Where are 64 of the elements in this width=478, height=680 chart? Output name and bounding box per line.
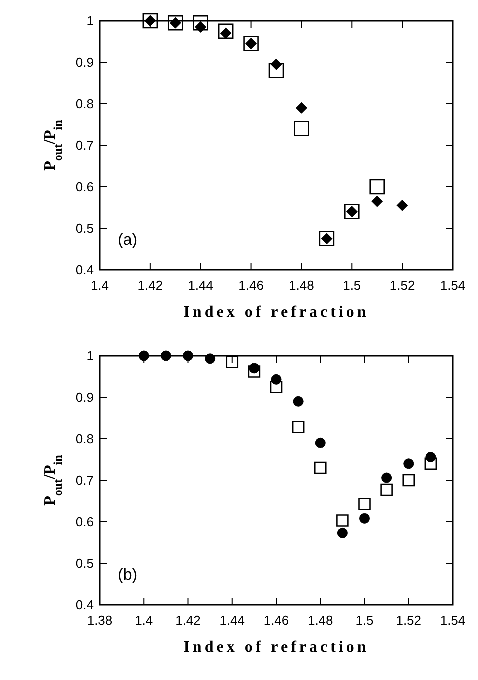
x-tick-label: 1.54 — [440, 613, 466, 628]
point — [315, 438, 326, 448]
point — [248, 366, 261, 378]
point — [372, 196, 384, 208]
x-axis-title: Index of refraction — [184, 639, 370, 656]
x-tick-label: 1.4 — [90, 278, 110, 293]
x-tick-label: 1.46 — [238, 278, 264, 293]
x-tick-label: 1.4 — [135, 613, 154, 628]
x-tick-label: 1.44 — [220, 613, 246, 628]
point — [218, 24, 234, 40]
point — [270, 58, 282, 70]
x-tick-label: 1.5 — [356, 613, 374, 628]
y-tick-label: 0.5 — [76, 221, 94, 236]
x-tick-label: 1.48 — [308, 613, 334, 628]
point — [226, 356, 239, 368]
x-axis-title: Index of refraction — [184, 304, 370, 321]
point — [138, 350, 150, 362]
point — [205, 354, 216, 364]
point — [296, 102, 308, 114]
point — [358, 498, 371, 510]
x-tick-label: 1.42 — [138, 278, 164, 293]
y-tick-label: 0.6 — [76, 514, 94, 530]
point — [360, 513, 370, 524]
point — [337, 528, 348, 538]
y-tick-label: 0.5 — [76, 556, 94, 571]
x-tick-label: 1.5 — [343, 278, 362, 293]
point — [268, 63, 284, 78]
point — [396, 200, 408, 212]
x-tick-label: 1.52 — [396, 613, 422, 628]
y-tick-label: 0.6 — [76, 180, 94, 194]
y-tick-label: 0.9 — [76, 390, 94, 405]
point — [336, 514, 349, 527]
y-tick-label: 0.8 — [76, 432, 94, 446]
point — [404, 458, 414, 470]
point — [370, 179, 386, 195]
y-tick-label: 0.7 — [76, 138, 94, 153]
y-tick-label: 1 — [86, 14, 94, 28]
x-tick-label: 1.38 — [87, 613, 113, 628]
point — [382, 472, 392, 484]
point — [293, 396, 304, 407]
x-tick-label: 1.42 — [176, 613, 201, 628]
x-tick-label: 1.44 — [188, 278, 214, 293]
y-tick-label: 0.4 — [76, 262, 94, 278]
y-tick-label: 0.9 — [76, 55, 94, 70]
annotation: (a) — [118, 232, 138, 249]
point — [314, 462, 327, 474]
y-tick-label: 0.4 — [76, 598, 94, 612]
point — [292, 421, 305, 434]
point — [193, 15, 209, 31]
point — [270, 380, 283, 394]
y-tick-label: 0.7 — [76, 473, 94, 488]
annotation: (b) — [118, 567, 138, 584]
point — [160, 350, 172, 362]
point — [424, 458, 438, 470]
point — [402, 474, 416, 487]
x-tick-label: 1.52 — [390, 278, 416, 293]
y-tick-label: 1 — [86, 348, 94, 364]
x-tick-label: 1.46 — [264, 613, 290, 628]
point — [183, 350, 194, 362]
x-tick-label: 1.48 — [289, 278, 314, 293]
point — [294, 121, 310, 137]
y-tick-label: 0.8 — [76, 96, 94, 112]
point — [380, 484, 393, 496]
x-tick-label: 1.54 — [440, 278, 466, 293]
